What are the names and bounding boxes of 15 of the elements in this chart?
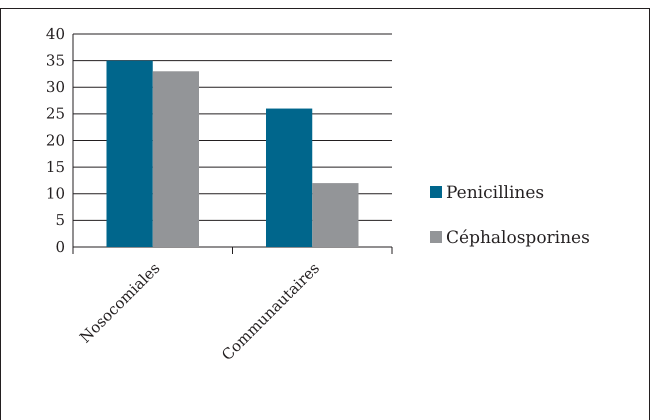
y-tick-label: 15 [46, 158, 65, 176]
y-tick-label: 40 [46, 24, 65, 43]
y-tick-label: 35 [46, 51, 65, 70]
bar [152, 71, 200, 247]
y-tick-label: 0 [55, 238, 65, 256]
y-tick-label: 25 [46, 104, 65, 123]
y-tick-label: 30 [46, 78, 65, 96]
legend-label: Céphalosporines [446, 228, 590, 248]
bar [312, 183, 359, 247]
y-tick-label: 10 [46, 184, 65, 203]
y-tick-label: 5 [55, 211, 65, 230]
legend-label: Penicillines [446, 183, 544, 203]
bar [266, 108, 312, 247]
bar [106, 60, 153, 247]
y-tick-label: 20 [46, 131, 65, 150]
